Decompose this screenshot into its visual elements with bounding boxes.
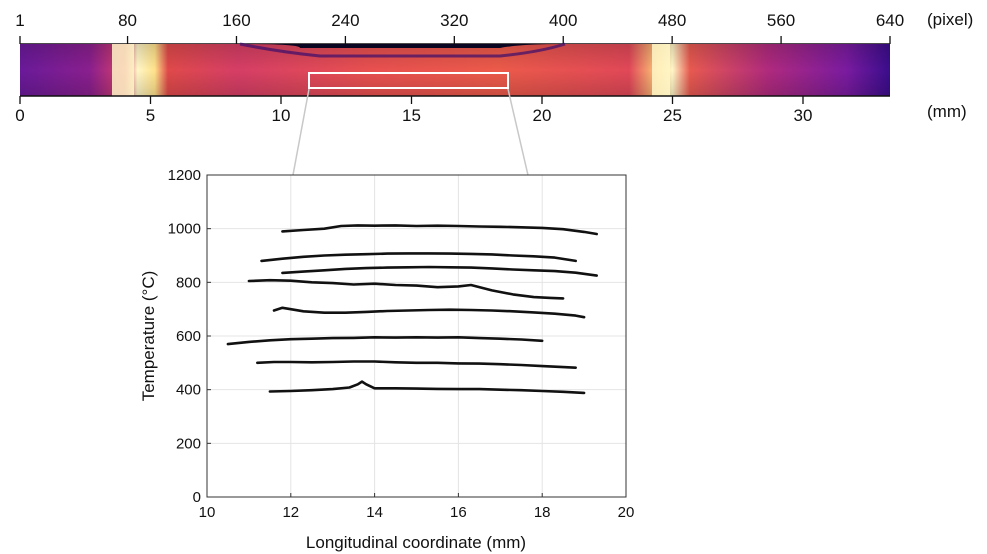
y-tick-label: 1200 bbox=[168, 167, 201, 184]
series-line-6 bbox=[226, 336, 544, 346]
mm-unit-label: (mm) bbox=[927, 102, 967, 121]
pixel-tick-label: 160 bbox=[222, 11, 250, 30]
mm-tick-label: 25 bbox=[663, 106, 682, 125]
x-axis-title: Longitudinal coordinate (mm) bbox=[306, 533, 526, 552]
x-tick-label: 18 bbox=[534, 504, 551, 521]
x-ticks: 10 12 14 16 18 20 bbox=[199, 493, 635, 521]
y-ticks: 0 200 400 600 800 1000 1200 bbox=[168, 167, 211, 506]
x-tick-label: 16 bbox=[450, 504, 467, 521]
series-line-7 bbox=[256, 360, 577, 369]
pixel-scale: 1 80 160 240 320 400 480 560 640 (pixel) bbox=[15, 10, 973, 45]
hot-band-left bbox=[112, 44, 134, 96]
highlight-box bbox=[308, 72, 509, 89]
pixel-tick-label: 1 bbox=[15, 11, 24, 30]
series-line-5 bbox=[272, 306, 586, 319]
thermal-image bbox=[20, 42, 890, 96]
series-line-2 bbox=[260, 252, 577, 263]
pixel-tick-label: 80 bbox=[118, 11, 137, 30]
mm-tick-label: 10 bbox=[272, 106, 291, 125]
y-tick-label: 200 bbox=[176, 435, 201, 452]
x-tick-label: 12 bbox=[282, 504, 299, 521]
y-tick-label: 400 bbox=[176, 382, 201, 399]
series-line-3 bbox=[281, 265, 598, 277]
pixel-tick-label: 240 bbox=[331, 11, 359, 30]
pixel-tick-label: 640 bbox=[876, 11, 904, 30]
series-line-1 bbox=[281, 224, 598, 236]
mm-tick-label: 5 bbox=[146, 106, 155, 125]
x-tick-label: 10 bbox=[199, 504, 216, 521]
mm-tick-label: 30 bbox=[794, 106, 813, 125]
series-line-4 bbox=[247, 278, 565, 300]
mm-tick-label: 0 bbox=[15, 106, 24, 125]
pixel-tick-label: 560 bbox=[767, 11, 795, 30]
pixel-tick-label: 400 bbox=[549, 11, 577, 30]
cold-region bbox=[240, 44, 565, 48]
cold-region-edge bbox=[239, 42, 566, 58]
y-tick-label: 0 bbox=[193, 489, 201, 506]
pixel-unit-label: (pixel) bbox=[927, 10, 973, 29]
mm-tick-label: 20 bbox=[533, 106, 552, 125]
pixel-tick-label: 320 bbox=[440, 11, 468, 30]
pixel-ticks: 1 80 160 240 320 400 480 560 640 bbox=[15, 11, 904, 44]
mm-ticks: 0 5 10 15 20 25 30 bbox=[15, 96, 812, 125]
y-tick-label: 600 bbox=[176, 328, 201, 345]
x-tick-label: 14 bbox=[366, 504, 383, 521]
y-tick-label: 1000 bbox=[168, 221, 201, 238]
mm-tick-label: 15 bbox=[402, 106, 421, 125]
pixel-tick-label: 480 bbox=[658, 11, 686, 30]
series-line-8 bbox=[268, 380, 586, 395]
hot-band-right bbox=[652, 44, 670, 96]
y-tick-label: 800 bbox=[176, 274, 201, 291]
series-group bbox=[226, 224, 598, 395]
x-tick-label: 20 bbox=[618, 504, 635, 521]
temperature-chart: 10 12 14 16 18 20 0 200 400 600 800 1000 1200 Longi… bbox=[139, 167, 634, 552]
mm-scale: 0 5 10 15 20 25 30 (mm) bbox=[15, 95, 967, 125]
y-axis-title: Temperature (°C) bbox=[139, 271, 158, 402]
